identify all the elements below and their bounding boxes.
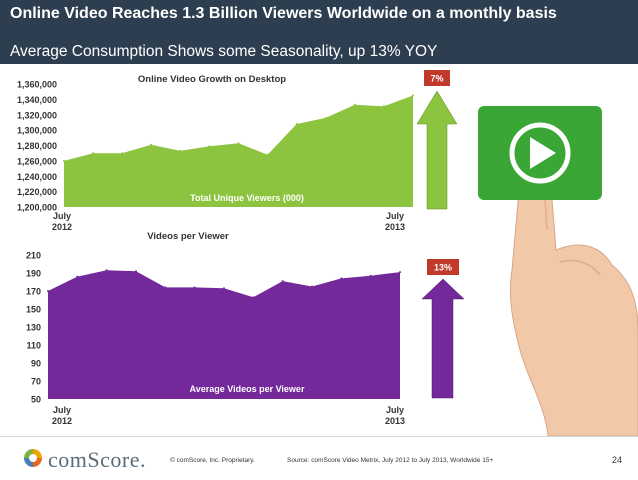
y-tick-label: 50 bbox=[31, 395, 41, 405]
x-tick-label-start-month: July bbox=[53, 211, 71, 221]
data-point bbox=[412, 94, 414, 97]
data-point bbox=[252, 296, 255, 299]
y-tick-label: 210 bbox=[26, 251, 41, 261]
comscore-logo-text: comScore. bbox=[48, 447, 146, 472]
x-tick-label-end-year: 2013 bbox=[385, 222, 405, 232]
data-point bbox=[164, 286, 167, 289]
data-point bbox=[150, 143, 153, 146]
chart-title: Online Video Growth on Desktop bbox=[138, 74, 286, 85]
growth-label: 13% bbox=[434, 263, 452, 273]
y-tick-label: 1,220,000 bbox=[17, 187, 57, 197]
y-axis-ticks: 50 70 90 110 130 150 170 190 210 bbox=[26, 251, 41, 405]
y-tick-label: 1,300,000 bbox=[17, 126, 57, 136]
y-tick-label: 150 bbox=[26, 305, 41, 315]
x-tick-label-start-year: 2012 bbox=[52, 416, 72, 426]
y-tick-label: 110 bbox=[26, 341, 41, 351]
y-tick-label: 90 bbox=[31, 359, 41, 369]
data-point bbox=[340, 277, 343, 280]
data-point bbox=[311, 285, 313, 288]
play-button-icon bbox=[478, 106, 602, 200]
data-point bbox=[382, 105, 385, 108]
y-tick-label: 1,360,000 bbox=[17, 80, 57, 90]
x-tick-label-end-month: July bbox=[386, 405, 404, 415]
series-label: Average Videos per Viewer bbox=[190, 384, 305, 394]
y-tick-label: 1,200,000 bbox=[17, 203, 57, 213]
growth-badge: 13% bbox=[427, 259, 459, 275]
data-point bbox=[281, 280, 284, 283]
data-point bbox=[63, 159, 65, 162]
data-point bbox=[295, 122, 298, 125]
y-tick-label: 1,240,000 bbox=[17, 172, 57, 182]
growth-badge: 7% bbox=[424, 70, 450, 86]
up-arrow-icon bbox=[416, 90, 458, 210]
title-bar: Online Video Reaches 1.3 Billion Viewers… bbox=[0, 0, 638, 64]
slide-title: Online Video Reaches 1.3 Billion Viewers… bbox=[10, 5, 557, 22]
up-arrow-icon bbox=[421, 278, 465, 399]
y-tick-label: 1,280,000 bbox=[17, 141, 57, 151]
data-point bbox=[237, 142, 240, 145]
videos-area-series bbox=[47, 269, 401, 399]
data-point bbox=[179, 149, 182, 152]
y-tick-label: 170 bbox=[26, 287, 41, 297]
data-point bbox=[266, 153, 269, 156]
series-label: Total Unique Viewers (000) bbox=[190, 193, 304, 203]
data-point bbox=[223, 287, 225, 290]
data-point bbox=[324, 116, 327, 119]
x-tick-label-end-year: 2013 bbox=[385, 416, 405, 426]
footer bbox=[0, 436, 638, 480]
x-tick-label-end-month: July bbox=[386, 211, 404, 221]
slide-subtitle: Average Consumption Shows some Seasonali… bbox=[10, 43, 438, 60]
chart-title: Videos per Viewer bbox=[147, 231, 229, 242]
data-point bbox=[208, 145, 211, 148]
data-point bbox=[47, 290, 49, 292]
area-fill bbox=[64, 95, 413, 207]
y-tick-label: 130 bbox=[26, 323, 41, 333]
data-point bbox=[92, 152, 95, 155]
data-point bbox=[121, 152, 124, 155]
x-tick-label-start-month: July bbox=[53, 405, 71, 415]
source-note: Source: comScore Video Metrix, July 2012… bbox=[287, 457, 494, 464]
data-point bbox=[105, 269, 108, 272]
growth-label: 7% bbox=[430, 74, 443, 84]
x-tick-label-start-year: 2012 bbox=[52, 222, 72, 232]
data-point bbox=[135, 270, 137, 273]
comscore-logo-icon bbox=[24, 449, 42, 467]
y-tick-label: 1,260,000 bbox=[17, 156, 57, 166]
y-tick-label: 1,320,000 bbox=[17, 110, 57, 120]
area-fill bbox=[48, 270, 400, 399]
copyright-text: © comScore, Inc. Proprietary. bbox=[170, 457, 255, 464]
data-point bbox=[193, 286, 196, 289]
y-tick-label: 1,340,000 bbox=[17, 95, 57, 105]
data-point bbox=[353, 103, 356, 106]
data-point bbox=[369, 274, 372, 277]
y-tick-label: 190 bbox=[26, 269, 41, 279]
y-tick-label: 70 bbox=[31, 377, 41, 387]
page-number: 24 bbox=[612, 455, 623, 465]
data-point bbox=[76, 275, 79, 278]
y-axis-ticks: 1,200,000 1,220,000 1,240,000 1,260,000 1,28… bbox=[17, 80, 57, 213]
viewers-area-series bbox=[63, 94, 414, 207]
data-point bbox=[399, 271, 401, 274]
